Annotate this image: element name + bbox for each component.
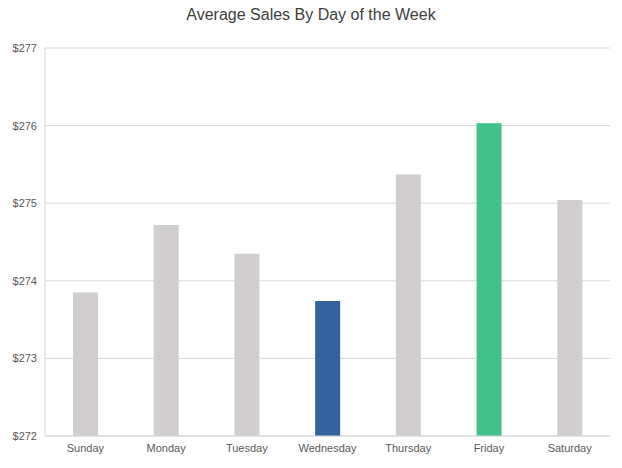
svg-text:Sunday: Sunday (67, 442, 105, 454)
svg-text:Thursday: Thursday (385, 442, 431, 454)
svg-text:$274: $274 (13, 275, 37, 287)
svg-text:Saturday: Saturday (548, 442, 593, 454)
svg-text:$277: $277 (13, 42, 37, 54)
svg-text:Friday: Friday (474, 442, 505, 454)
html-text:Average Sales By Day of the We: Average Sales By Day of the Week (186, 6, 436, 23)
svg-text:Monday: Monday (147, 442, 187, 454)
svg-text:$275: $275 (13, 197, 37, 209)
svg-text:Wednesday: Wednesday (299, 442, 357, 454)
svg-text:Tuesday: Tuesday (226, 442, 268, 454)
svg-text:$276: $276 (13, 120, 37, 132)
svg-text:$272: $272 (13, 430, 37, 442)
svg-text:$273: $273 (13, 352, 37, 364)
